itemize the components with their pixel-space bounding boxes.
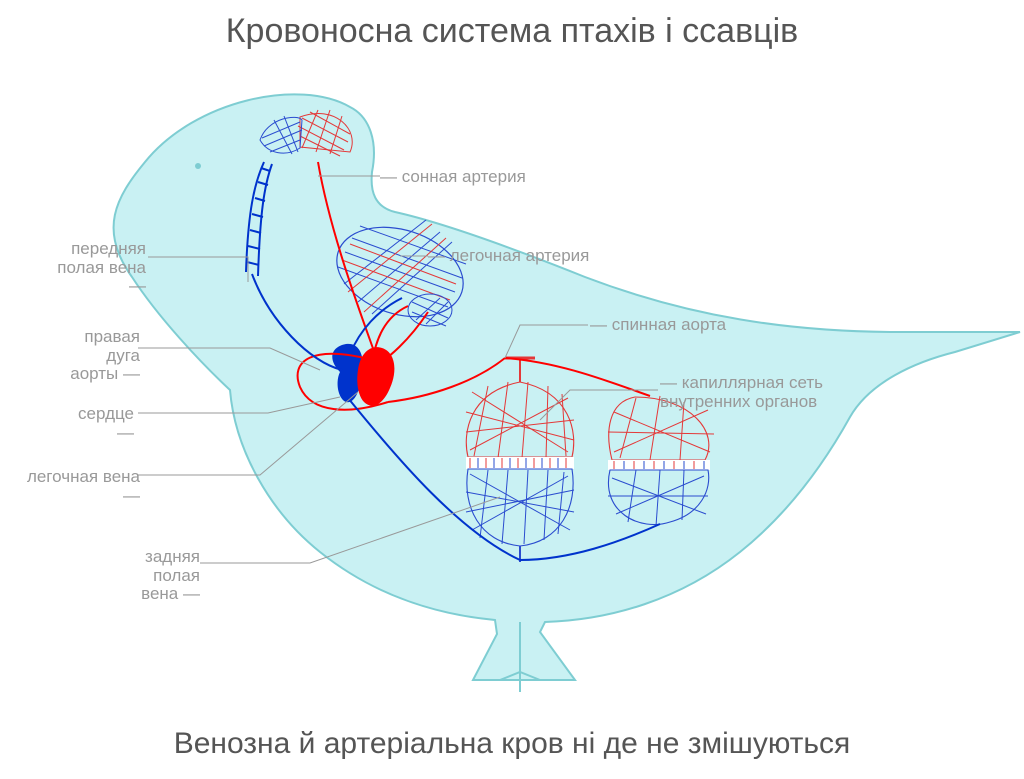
bird-eye	[195, 163, 201, 169]
label-right-aortic-arch: праваядуга аорты —	[62, 328, 140, 384]
label-pulmonary-artery: — легочная артерия	[428, 247, 589, 266]
label-capillary-network: — капиллярная сетьвнутренних органов	[660, 374, 840, 411]
label-pulmonary-vein: легочная вена —	[20, 468, 140, 505]
label-heart: сердце —	[70, 405, 134, 442]
label-anterior-vena-cava: передняяполая вена —	[54, 240, 146, 296]
label-dorsal-aorta: — спинная аорта	[590, 316, 726, 335]
page-title: Кровоносна система птахів і ссавців	[0, 12, 1024, 51]
page-subtitle: Венозна й артеріальна кров ні де не зміш…	[0, 727, 1024, 761]
label-posterior-vena-cava: задняяполая вена —	[118, 548, 200, 604]
bird-circulatory-diagram	[0, 62, 1024, 712]
bird-outline	[114, 94, 1020, 680]
label-carotid-artery: — сонная артерия	[380, 168, 526, 187]
